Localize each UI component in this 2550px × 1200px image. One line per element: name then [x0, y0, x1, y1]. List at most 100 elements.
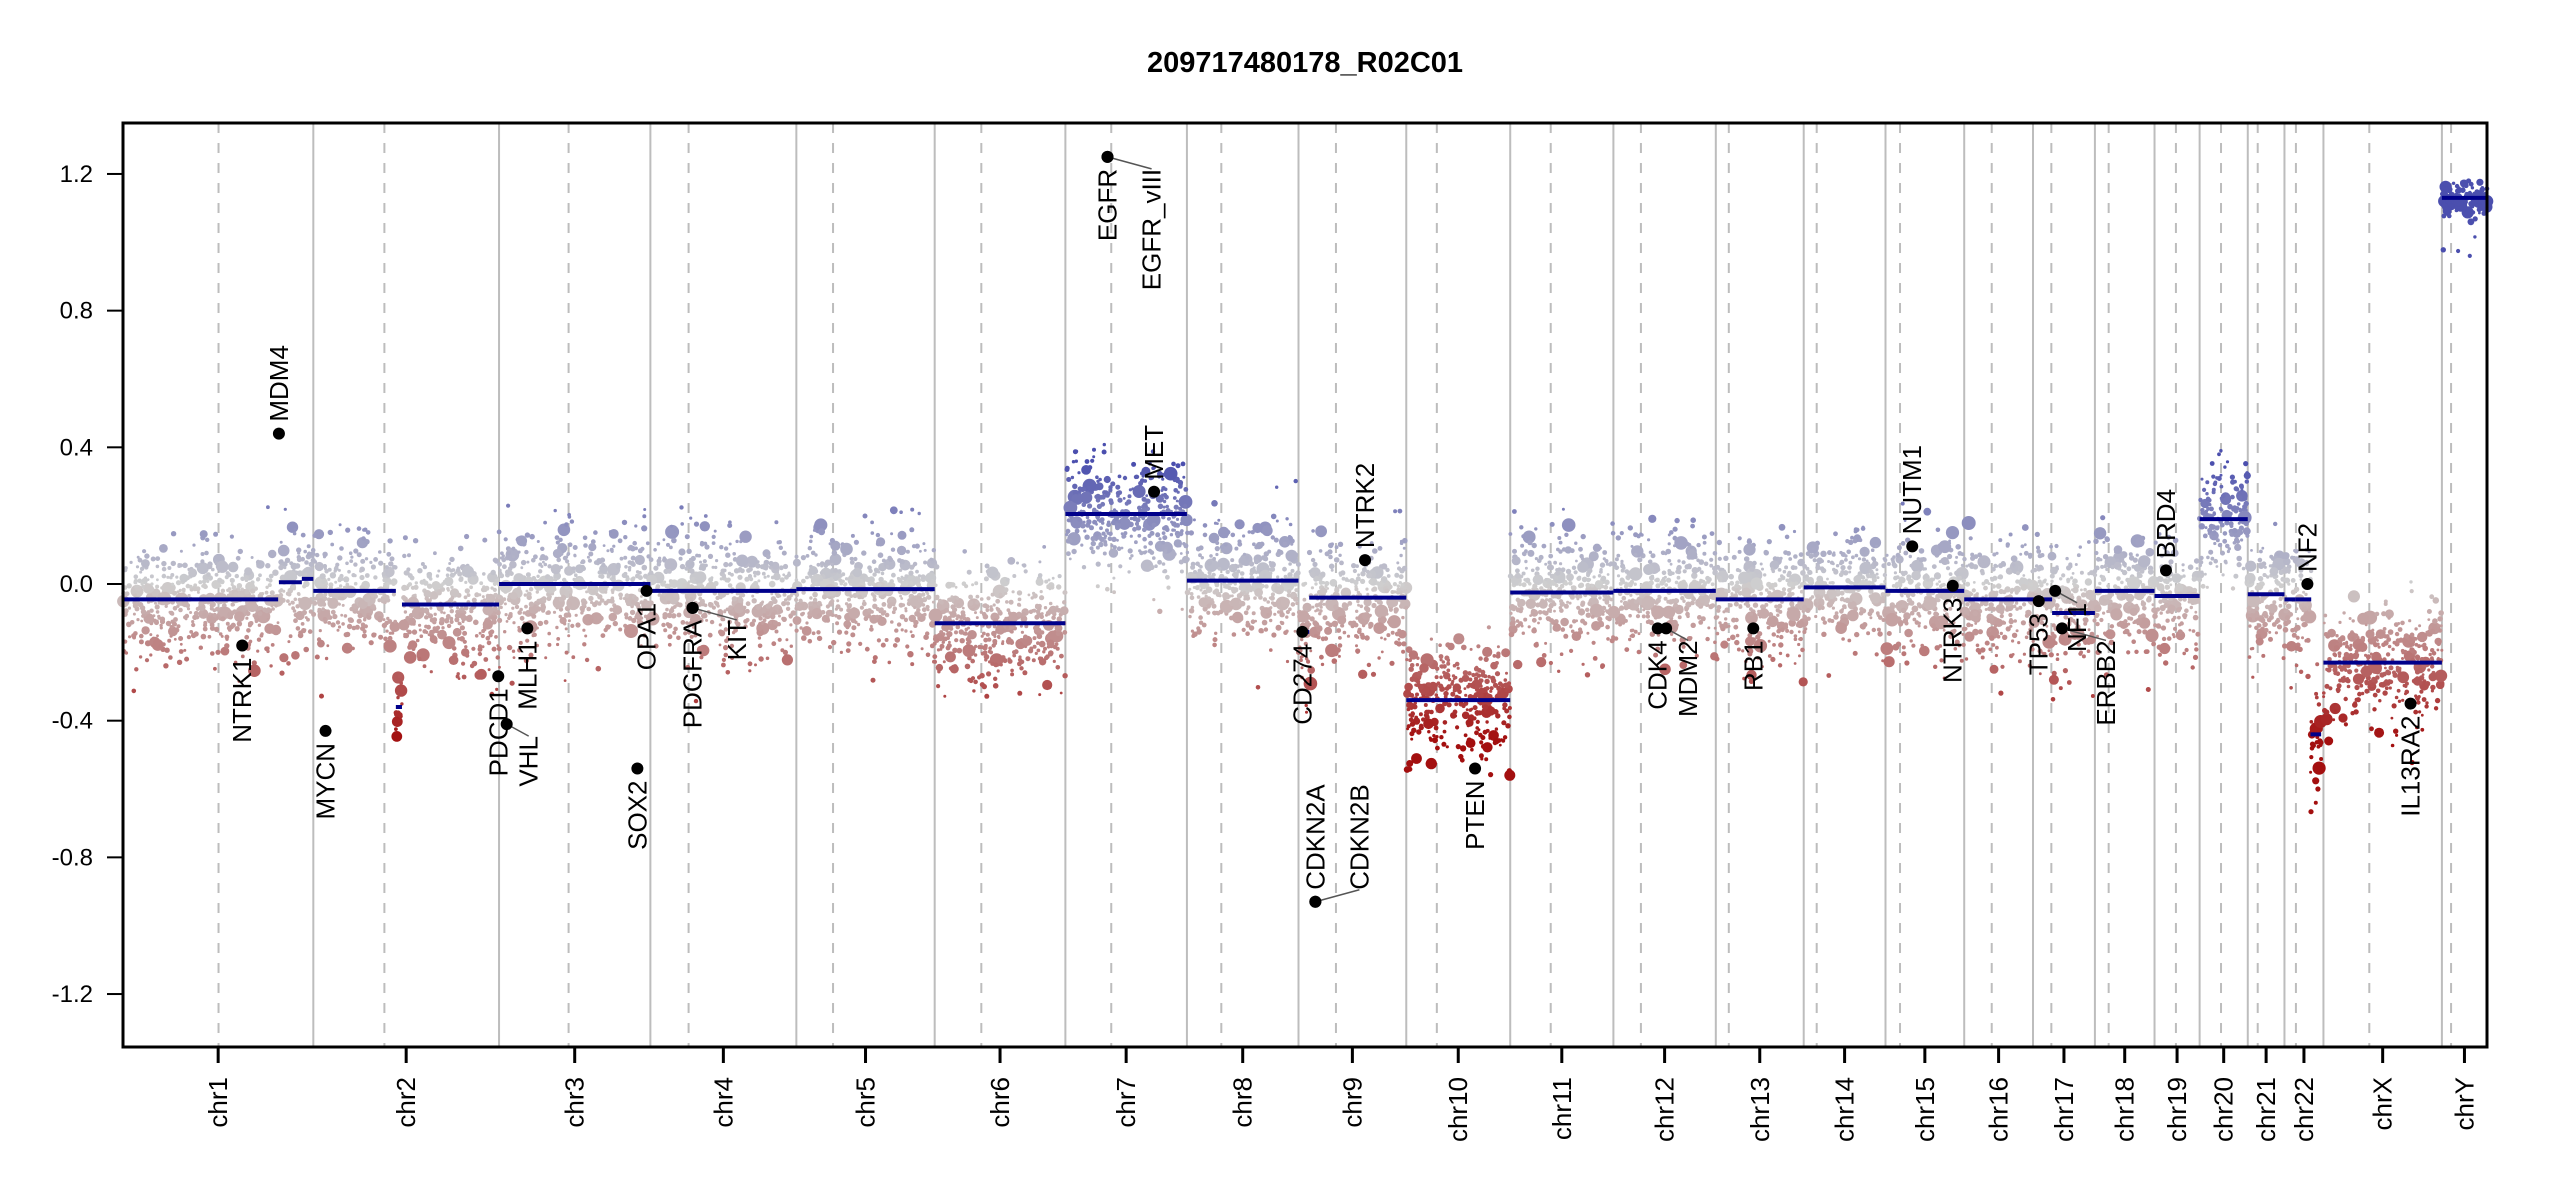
probe-point — [1455, 744, 1461, 750]
probe-point — [1056, 616, 1063, 622]
probe-point — [829, 553, 842, 566]
probe-point — [1005, 577, 1010, 582]
probe-point — [1134, 521, 1140, 527]
probe-point — [699, 521, 710, 532]
probe-point — [315, 583, 319, 586]
probe-point — [1198, 553, 1202, 558]
probe-point — [1188, 587, 1192, 591]
probe-point — [1121, 534, 1126, 539]
probe-point — [1517, 598, 1526, 607]
probe-point — [1047, 651, 1054, 657]
probe-point — [1328, 554, 1333, 560]
probe-point — [306, 544, 311, 549]
probe-point — [1171, 461, 1176, 467]
probe-point — [1275, 624, 1282, 631]
probe-point — [538, 569, 543, 574]
probe-point — [1019, 624, 1023, 628]
probe-point — [1454, 702, 1459, 707]
probe-point — [784, 598, 788, 602]
probe-point — [1558, 540, 1563, 545]
probe-point — [507, 613, 513, 619]
probe-point — [536, 602, 540, 606]
probe-point — [485, 593, 496, 604]
probe-point — [1044, 579, 1049, 584]
probe-point — [910, 634, 915, 638]
probe-point — [1341, 602, 1349, 609]
probe-point — [782, 592, 787, 597]
probe-point — [734, 620, 739, 625]
probe-point — [863, 616, 869, 622]
probe-point — [867, 614, 872, 619]
probe-point — [1084, 459, 1090, 464]
probe-point — [693, 633, 698, 638]
probe-point — [1502, 702, 1508, 708]
probe-point — [1086, 485, 1091, 490]
probe-point — [1322, 602, 1326, 606]
probe-point — [714, 565, 718, 570]
probe-point — [1519, 525, 1524, 530]
probe-point — [160, 586, 164, 590]
probe-point — [439, 617, 445, 623]
probe-point — [1353, 579, 1359, 586]
probe-point — [663, 568, 669, 575]
probe-point — [1355, 635, 1360, 639]
probe-point — [1676, 566, 1681, 571]
probe-point — [1447, 677, 1452, 682]
probe-point — [1581, 662, 1585, 666]
probe-point — [1708, 594, 1713, 599]
probe-point — [1597, 574, 1602, 578]
probe-point — [1569, 648, 1574, 654]
probe-point — [1266, 613, 1270, 617]
probe-point — [1637, 557, 1643, 563]
probe-point — [1260, 583, 1265, 589]
probe-point — [975, 600, 980, 605]
probe-point — [216, 560, 229, 573]
probe-point — [1538, 599, 1548, 609]
probe-point — [181, 600, 189, 608]
probe-point — [872, 655, 878, 661]
probe-point — [1697, 615, 1702, 620]
probe-point — [278, 564, 284, 571]
probe-point — [809, 610, 813, 614]
probe-point — [606, 549, 610, 553]
probe-point — [917, 616, 921, 621]
probe-point — [141, 614, 145, 618]
probe-point — [363, 595, 371, 603]
probe-point — [136, 602, 140, 607]
probe-point — [191, 622, 196, 628]
probe-point — [399, 681, 404, 685]
probe-point — [1399, 553, 1403, 558]
probe-point — [529, 533, 535, 540]
probe-point — [1360, 673, 1364, 677]
probe-point — [169, 610, 174, 616]
probe-point — [1056, 584, 1062, 590]
probe-point — [1606, 637, 1610, 641]
probe-point — [1690, 523, 1695, 529]
probe-point — [502, 564, 507, 570]
probe-point — [1661, 570, 1667, 576]
probe-point — [365, 530, 371, 535]
probe-point — [1537, 558, 1542, 563]
probe-point — [227, 612, 233, 618]
probe-point — [1264, 584, 1269, 589]
probe-point — [892, 606, 898, 611]
probe-point — [773, 598, 777, 602]
probe-point — [740, 593, 746, 598]
probe-point — [155, 610, 160, 614]
probe-point — [785, 638, 789, 642]
probe-point — [461, 661, 466, 666]
probe-point — [1662, 605, 1676, 619]
probe-point — [933, 659, 937, 664]
probe-point — [348, 644, 351, 648]
probe-point — [699, 584, 705, 589]
probe-point — [1507, 714, 1512, 720]
probe-point — [353, 581, 358, 586]
probe-point — [1254, 588, 1263, 597]
probe-point — [627, 616, 633, 621]
probe-point — [643, 573, 648, 579]
probe-point — [1635, 614, 1641, 619]
probe-point — [774, 629, 779, 634]
probe-point — [1054, 642, 1059, 646]
probe-point — [155, 564, 160, 569]
probe-point — [929, 557, 934, 562]
